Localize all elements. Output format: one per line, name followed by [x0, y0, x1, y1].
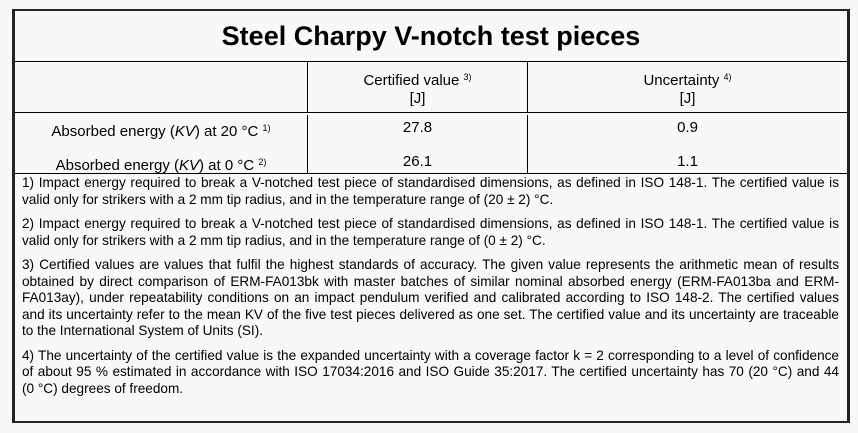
charpy-table: Steel Charpy V-notch test pieces Certifi… [12, 9, 850, 423]
certified-value: 27.8 [308, 115, 528, 145]
uncertainty-value: 0.9 [677, 119, 698, 136]
header-empty-cell [15, 62, 308, 112]
footnote-3: 3) Certified values are values that fulf… [22, 257, 839, 338]
row-label: Absorbed energy (KV) at 0 °C 2) [15, 145, 308, 174]
header-row: Certified value 3) [J] Uncertainty 4) [J] [15, 62, 847, 113]
header-unit: [J] [409, 90, 426, 107]
footnote-1: 1) Impact energy required to break a V-n… [22, 175, 839, 207]
row-label: Absorbed energy (KV) at 20 °C 1) [15, 115, 308, 145]
table-title: Steel Charpy V-notch test pieces [15, 11, 847, 62]
table-row: Absorbed energy (KV) at 0 °C 2) 26.1 1.1 [15, 145, 847, 174]
header-label: Certified value [363, 72, 460, 89]
header-unit: [J] [679, 90, 696, 107]
table-row: Absorbed energy (KV) at 20 °C 1) 27.8 0.… [15, 113, 847, 145]
header-uncertainty: Uncertainty 4) [J] [528, 62, 847, 112]
header-label: Uncertainty [643, 72, 720, 89]
certified-value: 26.1 [308, 145, 528, 173]
footnote-ref: 3) [463, 72, 472, 82]
footnotes: 1) Impact energy required to break a V-n… [15, 173, 847, 397]
footnote-2: 2) Impact energy required to break a V-n… [22, 216, 839, 248]
footnote-ref: 4) [723, 72, 732, 82]
header-certified-value: Certified value 3) [J] [308, 62, 528, 112]
uncertainty-value: 1.1 [677, 153, 698, 170]
footnote-4: 4) The uncertainty of the certified valu… [22, 347, 839, 396]
